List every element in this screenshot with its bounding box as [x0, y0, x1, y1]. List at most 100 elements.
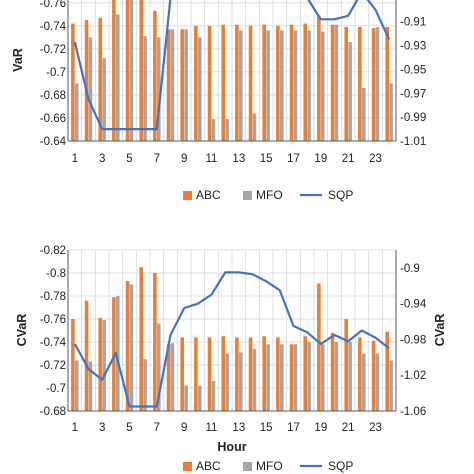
bar-abc-hour-1	[71, 319, 75, 411]
bar-mfo-hour-18	[307, 30, 311, 141]
bar-mfo-hour-11	[211, 119, 216, 141]
bar-mfo-hour-9	[184, 385, 188, 411]
bar-abc-hour-23	[371, 340, 376, 411]
x-tick-label: 3	[99, 422, 105, 434]
bar-mfo-hour-9	[184, 29, 188, 141]
bar-mfo-hour-17	[293, 30, 298, 141]
bar-mfo-hour-20	[334, 24, 339, 141]
legend-label-abc: ABC	[196, 459, 221, 473]
y-right-tick-label: -0.98	[400, 334, 426, 346]
y-left-tick-label: -0.82	[40, 245, 66, 257]
bar-abc-hour-9	[180, 29, 184, 141]
x-tick-label: 21	[342, 422, 355, 434]
y-right-tick-label: -0.93	[400, 41, 426, 53]
y-right-tick-label: -0.91	[400, 17, 426, 29]
bar-mfo-hour-23	[375, 353, 380, 411]
x-tick-label: 1	[72, 153, 78, 165]
y-left-tick-label: -0.68	[40, 90, 66, 102]
bar-mfo-hour-8	[170, 343, 175, 411]
bar-mfo-hour-13	[239, 352, 243, 411]
x-tick-label: 9	[181, 422, 187, 434]
legend-swatch-mfo	[243, 462, 252, 471]
bar-abc-hour-22	[358, 26, 362, 141]
bar-abc-hour-4	[112, 0, 116, 141]
bar-mfo-hour-17	[293, 344, 298, 411]
bar-abc-hour-17	[289, 344, 294, 411]
bar-mfo-hour-24	[389, 360, 393, 411]
y-axis-right-title: CVaR	[433, 314, 447, 347]
bar-mfo-hour-21	[348, 342, 352, 411]
x-tick-label: 15	[260, 422, 273, 434]
bar-mfo-hour-21	[348, 41, 352, 141]
bars	[71, 267, 393, 411]
legend-swatch-mfo	[243, 191, 252, 200]
bar-abc-hour-19	[317, 15, 321, 141]
legend-swatch-abc	[183, 462, 192, 471]
bars	[71, 0, 393, 141]
x-axis-title: Hour	[217, 440, 246, 454]
y-right-tick-label: -1.06	[400, 406, 426, 418]
bar-abc-hour-10	[194, 25, 198, 141]
bar-mfo-hour-15	[266, 344, 270, 411]
x-tick-label: 19	[314, 422, 327, 434]
x-tick-label: 1	[72, 422, 78, 434]
x-tick-label: 23	[369, 153, 382, 165]
bar-abc-hour-8	[166, 344, 171, 411]
bar-mfo-hour-10	[198, 37, 202, 141]
bar-abc-hour-6	[139, 0, 143, 141]
bar-mfo-hour-24	[389, 83, 393, 141]
x-tick-label: 15	[260, 153, 273, 165]
bar-mfo-hour-16	[280, 30, 284, 141]
y-left-tick-label: -0.72	[40, 360, 66, 372]
bar-mfo-hour-3	[102, 320, 106, 411]
line-sqp	[73, 271, 390, 408]
bar-abc-hour-5	[125, 0, 130, 141]
bar-abc-hour-5	[125, 281, 130, 411]
bar-abc-hour-3	[98, 17, 102, 141]
bar-mfo-hour-4	[116, 296, 120, 411]
bar-mfo-hour-11	[211, 381, 216, 411]
line-sqp	[73, 0, 391, 131]
legend-swatch-abc	[183, 191, 192, 200]
bar-abc-hour-23	[371, 28, 376, 141]
x-tick-label: 21	[342, 153, 355, 165]
bar-mfo-hour-10	[198, 385, 202, 411]
x-tick-label: 13	[232, 422, 245, 434]
y-left-tick-label: -0.7	[46, 67, 66, 79]
bar-abc-hour-12	[221, 336, 225, 411]
bar-abc-hour-18	[303, 23, 307, 141]
bar-abc-hour-3	[98, 317, 102, 411]
bar-abc-hour-21	[344, 319, 348, 411]
x-tick-label: 3	[99, 153, 105, 165]
bar-mfo-hour-7	[157, 37, 161, 141]
bar-abc-hour-13	[235, 337, 239, 411]
bar-abc-hour-17	[289, 24, 294, 141]
y-right-tick-label: -0.95	[400, 64, 426, 76]
x-tick-label: 9	[181, 153, 187, 165]
bar-abc-hour-16	[276, 25, 280, 141]
bar-abc-hour-20	[330, 24, 335, 141]
legend-label-sqp: SQP	[328, 188, 353, 202]
bar-abc-hour-21	[344, 26, 348, 141]
x-tick-label: 13	[232, 153, 245, 165]
bar-abc-hour-24	[385, 331, 389, 411]
bar-abc-hour-15	[262, 336, 266, 411]
bar-mfo-hour-19	[321, 344, 325, 411]
bar-mfo-hour-20	[334, 342, 339, 411]
bar-abc-hour-10	[194, 337, 198, 411]
x-tick-label: 7	[154, 153, 160, 165]
bar-mfo-hour-3	[102, 58, 106, 141]
bar-mfo-hour-6	[143, 36, 147, 141]
bar-mfo-hour-2	[88, 37, 93, 141]
y-left-tick-label: -0.7	[46, 383, 66, 395]
bar-abc-hour-18	[303, 336, 307, 411]
axes	[67, 250, 397, 412]
bar-abc-hour-7	[153, 273, 157, 411]
bar-abc-hour-11	[207, 337, 212, 411]
chart-2: -0.68 -0.7 -0.72 -0.74 -0.76 -0.78 -0.8 -0.82 -0…	[15, 245, 447, 473]
chart-1: -0.64 -0.66 -0.68 -0.7 -0.72 -0.74 -0.76 -0.91 -…	[11, 0, 426, 202]
y-left-tick-label: -0.74	[40, 21, 67, 33]
y-left-tick-label: -0.68	[40, 406, 66, 418]
y-left-tick-label: -0.64	[40, 136, 67, 148]
bar-mfo-hour-22	[362, 88, 366, 141]
